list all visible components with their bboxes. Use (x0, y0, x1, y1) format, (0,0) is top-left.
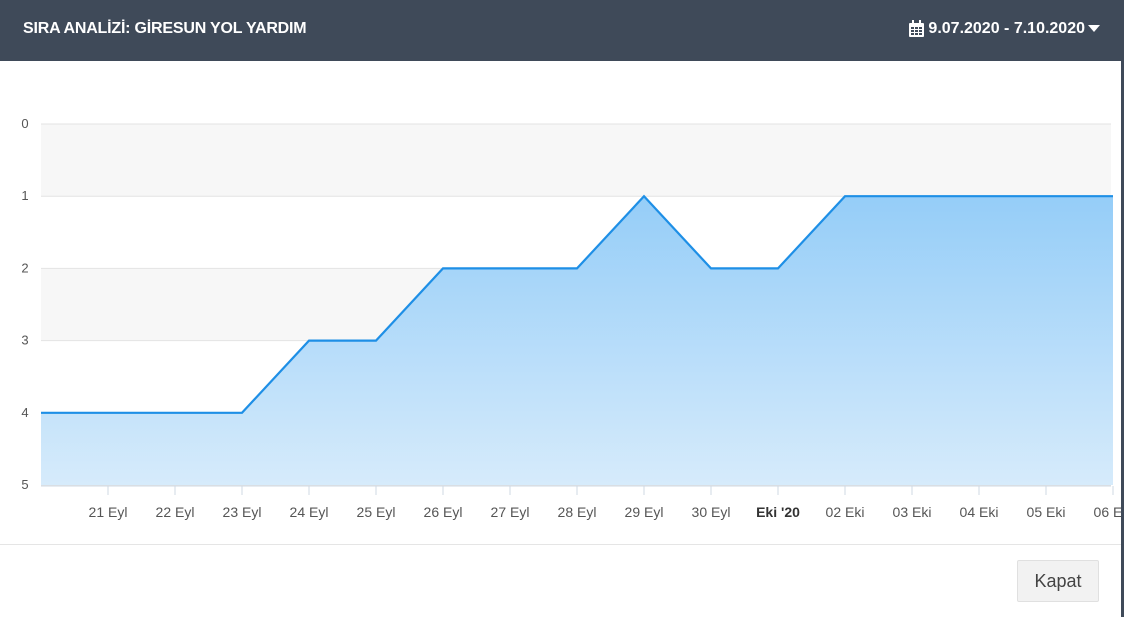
footer-divider (0, 544, 1121, 545)
x-tick-label: 23 Eyl (223, 504, 262, 520)
modal-title: SIRA ANALİZİ: GİRESUN YOL YARDIM (23, 20, 307, 37)
x-tick-label: 02 Eki (826, 504, 865, 520)
date-range-picker[interactable]: 9.07.2020 - 7.10.2020 (908, 20, 1100, 38)
x-tick-label: 29 Eyl (625, 504, 664, 520)
x-tick-label: 21 Eyl (89, 504, 128, 520)
x-tick-label: 03 Eki (893, 504, 932, 520)
x-tick-label: Eki '20 (756, 504, 800, 520)
modal-header: SIRA ANALİZİ: GİRESUN YOL YARDIM 9.07.20… (0, 0, 1124, 61)
date-range-label: 9.07.2020 - 7.10.2020 (928, 20, 1085, 37)
close-button[interactable]: Kapat (1017, 560, 1099, 602)
x-tick-label: 05 Eki (1027, 504, 1066, 520)
x-tick-label: 26 Eyl (424, 504, 463, 520)
x-tick-label: 27 Eyl (491, 504, 530, 520)
x-tick-label: 06 Eki (1094, 504, 1121, 520)
y-tick-label: 4 (21, 405, 28, 420)
calendar-icon (908, 20, 925, 38)
x-tick-label: 28 Eyl (558, 504, 597, 520)
x-tick-label: 04 Eki (960, 504, 999, 520)
x-tick-label: 30 Eyl (692, 504, 731, 520)
y-tick-label: 3 (21, 333, 28, 348)
x-tick-label: 24 Eyl (290, 504, 329, 520)
plot-band (41, 124, 1111, 197)
rank-chart: 0 1 2 3 4 5 21 Eyl 22 Eyl 23 Eyl 24 Eyl 25 Eyl 26 E… (0, 61, 1121, 544)
y-tick-label: 0 (21, 116, 28, 131)
window-edge (1121, 61, 1124, 617)
x-tick-label: 25 Eyl (357, 504, 396, 520)
y-tick-label: 5 (21, 477, 28, 492)
series-line (41, 194, 1113, 414)
x-tick-label: 22 Eyl (156, 504, 195, 520)
area-fill (41, 196, 1113, 485)
caret-down-icon (1088, 25, 1100, 33)
rank-chart-svg: 0 1 2 3 4 5 21 Eyl 22 Eyl 23 Eyl 24 Eyl 25 Eyl 26 E… (21, 116, 1121, 520)
y-tick-label: 2 (21, 260, 28, 275)
y-tick-label: 1 (21, 188, 28, 203)
